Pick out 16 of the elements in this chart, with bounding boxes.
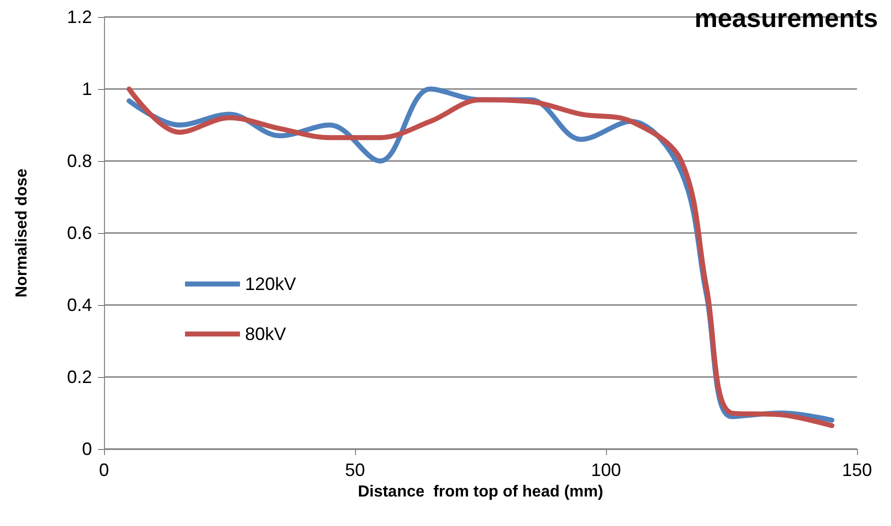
y-tick-label: 0.6 bbox=[66, 223, 92, 243]
x-axis-title: Distance from top of head (mm) bbox=[358, 483, 604, 500]
x-tick-label: 150 bbox=[842, 460, 872, 480]
x-tick-label: 100 bbox=[590, 460, 622, 480]
chart-title: measurements bbox=[694, 3, 878, 33]
legend-label: 120kV bbox=[245, 274, 296, 294]
legend-label: 80kV bbox=[245, 324, 286, 344]
x-tick-label: 0 bbox=[98, 460, 110, 480]
y-tick-label: 1.2 bbox=[66, 7, 92, 27]
y-tick-label: 0.8 bbox=[66, 151, 92, 171]
y-axis-title: Normalised dose bbox=[14, 168, 30, 298]
x-tick-label: 50 bbox=[344, 460, 366, 480]
y-tick-label: 0 bbox=[82, 439, 92, 459]
y-tick-label: 0.2 bbox=[66, 367, 92, 387]
y-tick-label: 0.4 bbox=[66, 295, 92, 315]
y-tick-label: 1 bbox=[82, 79, 92, 99]
